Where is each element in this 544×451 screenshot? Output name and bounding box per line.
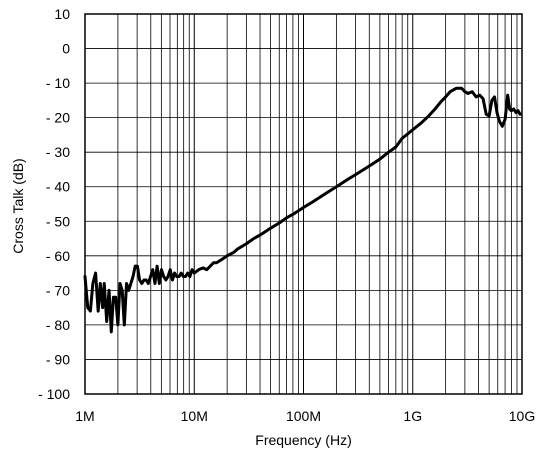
plot-frame [84,13,523,395]
x-tick-label: 1G [403,408,422,424]
x-tick-label: 100M [286,408,321,424]
y-tick-label: - 40 [46,179,70,195]
y-tick-labels: 10 0 - 10 - 20 - 30 - 40 - 50 - 60 - 70 - 80 - 90 -… [38,6,70,402]
y-tick-label: - 30 [46,144,70,160]
y-tick-label: - 10 [46,75,70,91]
y-axis-title: Cross Talk (dB) [10,158,26,253]
y-tick-label: 10 [54,6,70,22]
y-tick-label: - 70 [46,282,70,298]
y-tick-label: - 20 [46,110,70,126]
x-axis-title: Frequency (Hz) [255,432,351,448]
series-layer [83,86,522,334]
grid [84,13,522,395]
y-tick-label: - 50 [46,213,70,229]
y-tick-label: - 80 [46,317,70,333]
x-tick-label: 1M [75,408,94,424]
y-tick-label: - 60 [46,248,70,264]
x-tick-label: 10G [509,408,535,424]
y-tick-label: - 100 [38,386,70,402]
y-tick-label: 0 [62,41,70,57]
x-tick-labels: 1M 10M 100M 1G 10G [75,408,535,424]
y-tick-label: - 90 [46,351,70,367]
series-line [83,86,522,334]
x-tick-label: 10M [181,408,208,424]
